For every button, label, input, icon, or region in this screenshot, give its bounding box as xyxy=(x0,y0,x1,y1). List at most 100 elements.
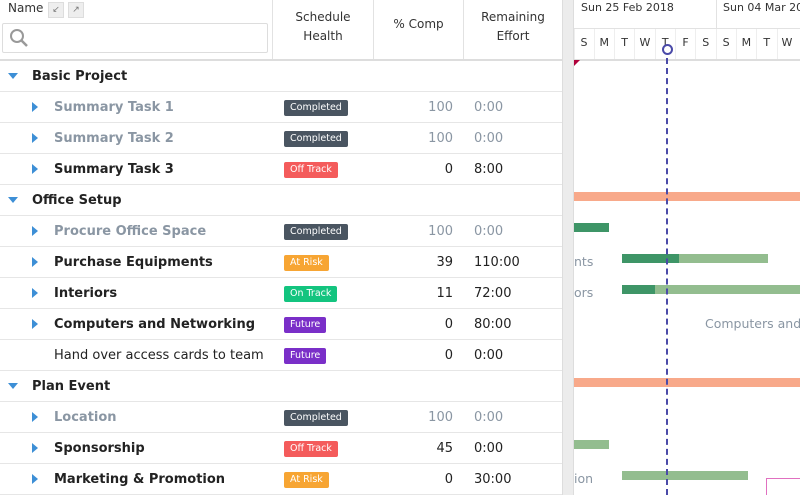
task-bar xyxy=(622,471,748,480)
bar-label: Computers and xyxy=(705,316,800,331)
gantt-chart: Sun 25 Feb 2018 Sun 04 Mar 201 SMTWTFSSM… xyxy=(574,0,800,495)
task-row[interactable]: Summary Task 2 Completed 100 0:00 xyxy=(0,123,562,154)
collapse-arrow[interactable] xyxy=(8,197,18,203)
task-name: Hand over access cards to team xyxy=(54,348,264,363)
day-divider xyxy=(756,29,758,59)
health-badge: On Track xyxy=(284,286,338,302)
task-row[interactable]: Summary Task 3 Off Track 0 8:00 xyxy=(0,154,562,185)
bar-label: nts xyxy=(574,254,594,269)
expand-arrow[interactable] xyxy=(32,102,38,112)
percent-complete: 100 xyxy=(428,410,453,425)
task-row[interactable]: Sponsorship Off Track 45 0:00 xyxy=(0,433,562,464)
search-icon xyxy=(10,29,28,47)
day-divider xyxy=(735,29,737,59)
expand-arrow[interactable] xyxy=(32,319,38,329)
col-divider xyxy=(272,0,273,59)
day-label: T xyxy=(763,36,771,49)
percent-complete: 0 xyxy=(444,348,453,363)
remaining-effort: 0:00 xyxy=(474,441,504,456)
health-badge: Future xyxy=(284,317,327,333)
task-row[interactable]: Purchase Equipments At Risk 39 110:00 xyxy=(0,247,562,278)
today-line xyxy=(666,48,668,495)
health-badge: At Risk xyxy=(284,255,329,271)
remaining-effort: 8:00 xyxy=(474,162,504,177)
day-divider xyxy=(614,29,616,59)
day-label: M xyxy=(599,36,610,49)
percent-complete: 39 xyxy=(436,255,453,270)
task-row[interactable]: Marketing & Promotion At Risk 0 30:00 xyxy=(0,464,562,495)
day-label: F xyxy=(682,36,689,49)
group-row[interactable]: Basic Project xyxy=(0,61,562,92)
task-name: Computers and Networking xyxy=(54,317,256,332)
column-header[interactable]: Remaining Effort xyxy=(481,10,545,43)
task-row[interactable]: Interiors On Track 11 72:00 xyxy=(0,278,562,309)
expand-icon[interactable]: ↗ xyxy=(68,2,84,18)
health-badge: Completed xyxy=(284,410,348,426)
percent-complete: 100 xyxy=(428,100,453,115)
task-progress xyxy=(622,254,679,263)
expand-arrow[interactable] xyxy=(32,133,38,143)
group-name: Basic Project xyxy=(32,69,128,84)
dependency-line xyxy=(766,478,800,495)
task-row[interactable]: Summary Task 1 Completed 100 0:00 xyxy=(0,92,562,123)
percent-complete: 100 xyxy=(428,224,453,239)
day-divider xyxy=(634,29,636,59)
day-label: M xyxy=(741,36,752,49)
collapse-icon[interactable]: ↙ xyxy=(48,2,64,18)
timeline-header xyxy=(574,0,800,61)
task-row[interactable]: Location Completed 100 0:00 xyxy=(0,402,562,433)
col-divider xyxy=(373,0,374,59)
expand-arrow[interactable] xyxy=(32,288,38,298)
collapse-arrow[interactable] xyxy=(8,383,18,389)
column-header[interactable]: % Comp xyxy=(393,17,444,31)
percent-complete: 100 xyxy=(428,131,453,146)
day-divider xyxy=(715,29,717,59)
search-box[interactable] xyxy=(2,23,268,53)
timeline-divider xyxy=(574,28,800,29)
week-label: Sun 25 Feb 2018 xyxy=(581,1,674,14)
task-name: Location xyxy=(54,410,117,425)
remaining-effort: 0:00 xyxy=(474,131,504,146)
task-bar xyxy=(622,254,768,263)
health-badge: At Risk xyxy=(284,472,329,488)
task-row[interactable]: Procure Office Space Completed 100 0:00 xyxy=(0,216,562,247)
today-handle[interactable] xyxy=(662,44,673,55)
today-marker-flag xyxy=(574,60,580,66)
column-header[interactable]: Schedule Health xyxy=(295,10,351,43)
task-name: Procure Office Space xyxy=(54,224,207,239)
day-label: W xyxy=(781,36,793,49)
task-name: Marketing & Promotion xyxy=(54,472,226,487)
task-bar xyxy=(622,285,800,294)
day-label: S xyxy=(580,36,588,49)
collapse-arrow[interactable] xyxy=(8,73,18,79)
group-row[interactable]: Office Setup xyxy=(0,185,562,216)
summary-bar xyxy=(574,192,800,201)
expand-arrow[interactable] xyxy=(32,164,38,174)
bar-label: ors xyxy=(574,285,594,300)
remaining-effort: 30:00 xyxy=(474,472,512,487)
name-header[interactable]: Name xyxy=(8,1,44,15)
expand-arrow[interactable] xyxy=(32,443,38,453)
health-badge: Completed xyxy=(284,131,348,147)
task-bar xyxy=(574,440,609,449)
group-row[interactable]: Plan Event xyxy=(0,371,562,402)
group-name: Office Setup xyxy=(32,193,122,208)
task-progress xyxy=(622,285,655,294)
day-divider xyxy=(593,29,595,59)
day-label: S xyxy=(702,36,710,49)
day-label: W xyxy=(639,36,651,49)
health-badge: Completed xyxy=(284,100,348,116)
expand-arrow[interactable] xyxy=(32,412,38,422)
expand-arrow[interactable] xyxy=(32,474,38,484)
health-badge: Future xyxy=(284,348,327,364)
splitter[interactable] xyxy=(562,0,574,495)
task-name: Sponsorship xyxy=(54,441,145,456)
task-row[interactable]: Computers and Networking Future 0 80:00 xyxy=(0,309,562,340)
grid-header xyxy=(0,0,562,61)
task-row[interactable]: Hand over access cards to team Future 0 0:0… xyxy=(0,340,562,371)
expand-arrow[interactable] xyxy=(32,226,38,236)
bar-label: ion xyxy=(574,471,594,486)
day-divider xyxy=(654,29,656,59)
expand-arrow[interactable] xyxy=(32,257,38,267)
